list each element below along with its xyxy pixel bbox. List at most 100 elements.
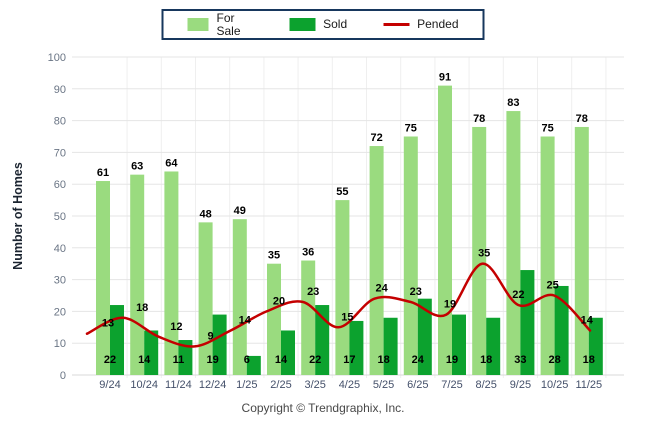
x-category-label: 4/25: [339, 379, 360, 391]
legend-item-pended: Pended: [383, 17, 459, 31]
for-sale-value-label: 49: [234, 205, 246, 217]
bar-for-sale-11/24: [164, 171, 179, 375]
bar-sold-10/24: [144, 330, 159, 375]
bar-for-sale-5/25: [369, 146, 384, 375]
x-category-label: 11/24: [165, 379, 192, 391]
x-category-label: 7/25: [441, 379, 462, 391]
for-sale-value-label: 55: [336, 186, 348, 198]
x-category-label: 11/25: [575, 379, 602, 391]
bar-for-sale-10/24: [130, 174, 145, 375]
x-category-label: 3/25: [304, 379, 325, 391]
bar-for-sale-2/25: [267, 263, 281, 375]
for-sale-value-label: 36: [302, 247, 314, 259]
bar-for-sale-6/25: [403, 136, 418, 375]
y-tick-label: 70: [54, 147, 66, 159]
for-sale-value-label: 75: [405, 123, 417, 135]
pended-value-label: 35: [478, 248, 490, 260]
pended-value-label: 24: [375, 283, 388, 295]
sold-value-label: 14: [138, 354, 151, 366]
pended-label: Pended: [417, 17, 459, 31]
y-tick-label: 40: [54, 243, 66, 255]
bar-sold-12/24: [212, 314, 227, 375]
x-category-label: 8/25: [475, 379, 496, 391]
for-sale-swatch: [187, 18, 209, 31]
legend-item-for-sale: For Sale: [187, 10, 254, 38]
for-sale-value-label: 83: [507, 97, 519, 109]
pended-value-label: 23: [307, 286, 319, 298]
bar-for-sale-1/25: [232, 219, 247, 375]
bar-for-sale-10/25: [540, 136, 555, 375]
x-category-label: 1/25: [236, 379, 257, 391]
pended-value-label: 23: [410, 286, 422, 298]
x-category-label: 10/25: [541, 379, 569, 391]
chart-plot: 0 10 20 30 40 50 60 70 80 90 100 61 22 9/24 63 14 10/24 6…: [11, 52, 624, 391]
bar-sold-1/25: [246, 355, 261, 375]
y-tick-label: 60: [54, 179, 66, 191]
bar-sold-3/25: [315, 305, 330, 375]
pended-value-label: 12: [170, 321, 182, 333]
sold-value-label: 18: [480, 354, 492, 366]
bar-sold-4/25: [349, 320, 364, 375]
x-category-label: 6/25: [407, 379, 428, 391]
legend: For Sale Sold Pended: [161, 9, 485, 40]
pended-line-swatch: [383, 23, 410, 26]
bar-sold-9/25: [520, 270, 535, 375]
y-tick-label: 90: [54, 84, 66, 96]
for-sale-value-label: 75: [541, 123, 553, 135]
bar-for-sale-3/25: [301, 260, 316, 375]
sold-swatch: [289, 18, 316, 31]
for-sale-value-label: 78: [576, 113, 588, 125]
pended-value-label: 22: [512, 289, 524, 301]
for-sale-value-label: 48: [199, 208, 211, 220]
bar-sold-2/25: [281, 330, 295, 375]
copyright-text: Copyright © Trendgraphix, Inc.: [241, 401, 405, 415]
bar-sold-5/25: [383, 317, 398, 375]
bar-for-sale-11/25: [574, 126, 589, 376]
for-sale-value-label: 64: [165, 157, 178, 169]
pended-value-label: 18: [136, 302, 148, 314]
pended-value-label: 14: [239, 314, 252, 326]
y-tick-label: 80: [54, 116, 66, 128]
bar-sold-11/25: [588, 317, 603, 375]
for-sale-label: For Sale: [216, 10, 241, 38]
x-category-label: 9/25: [510, 379, 531, 391]
bar-for-sale-4/25: [335, 200, 350, 375]
for-sale-value-label: 78: [473, 113, 485, 125]
bar-sold-10/25: [554, 285, 569, 375]
x-category-label: 10/24: [130, 379, 158, 391]
x-category-label: 2/25: [270, 379, 291, 391]
y-tick-label: 30: [54, 275, 66, 287]
y-axis-title: Number of Homes: [11, 162, 25, 270]
sold-value-label: 19: [206, 354, 218, 366]
sold-value-label: 11: [173, 354, 185, 366]
for-sale-value-label: 63: [131, 161, 143, 173]
sold-value-label: 24: [412, 354, 425, 366]
for-sale-value-label: 61: [97, 167, 109, 179]
y-tick-label: 10: [54, 338, 66, 350]
bar-sold-11/24: [178, 340, 193, 375]
pended-value-label: 19: [444, 299, 456, 311]
bar-for-sale-12/24: [198, 222, 213, 375]
pended-value-label: 13: [102, 318, 114, 330]
sold-value-label: 28: [548, 354, 560, 366]
bar-for-sale-9/24: [96, 181, 110, 375]
for-sale-value-label: 72: [370, 132, 382, 144]
for-sale-value-label: 91: [439, 72, 451, 84]
sold-value-label: 22: [309, 354, 321, 366]
sold-label: Sold: [323, 17, 348, 31]
x-category-label: 9/24: [99, 379, 120, 391]
y-tick-label: 100: [48, 52, 66, 64]
sold-value-label: 17: [343, 354, 355, 366]
sold-value-label: 33: [514, 354, 526, 366]
bar-for-sale-8/25: [472, 126, 487, 376]
bar-sold-8/25: [486, 317, 501, 375]
bar-sold-7/25: [452, 314, 466, 375]
pended-value-label: 15: [341, 311, 353, 323]
bar-for-sale-9/25: [506, 111, 521, 375]
sold-value-label: 18: [377, 354, 389, 366]
sold-value-label: 6: [244, 354, 250, 366]
pended-value-label: 25: [546, 280, 558, 292]
y-tick-label: 50: [54, 211, 66, 223]
y-tick-label: 20: [54, 306, 66, 318]
